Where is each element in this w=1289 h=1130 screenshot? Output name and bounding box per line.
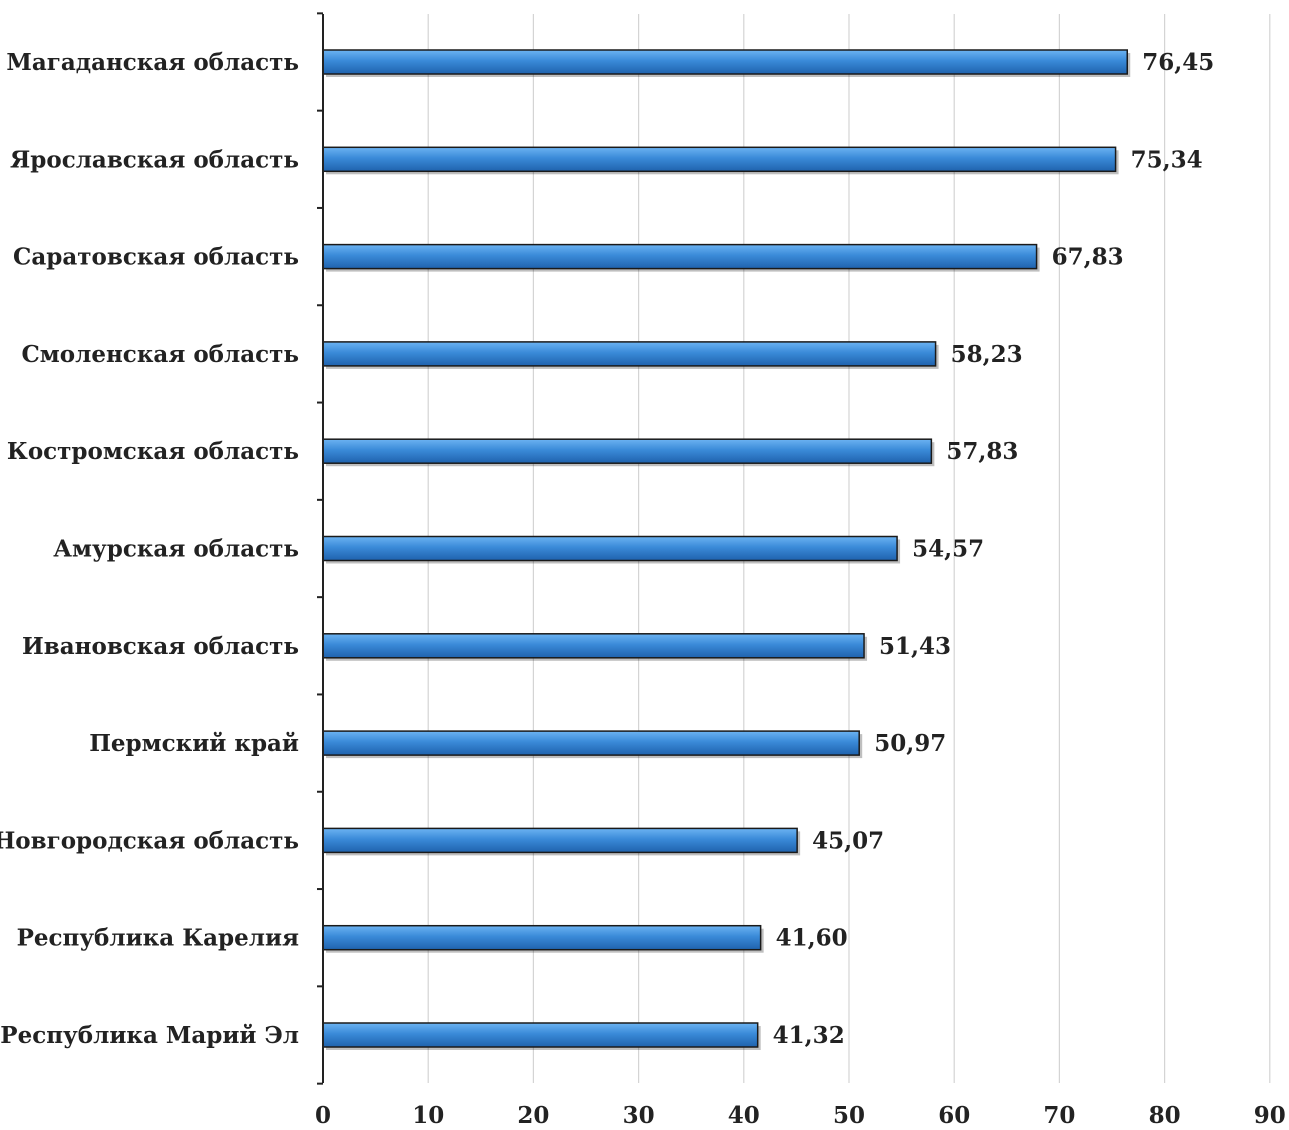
value-label: 76,45 (1142, 49, 1214, 76)
category-label: Республика Марий Эл (0, 1022, 299, 1049)
value-label: 50,97 (874, 730, 946, 757)
bars (322, 49, 1131, 1050)
category-label: Костромская область (7, 438, 299, 465)
value-label: 41,60 (776, 925, 848, 952)
value-label: 58,23 (951, 341, 1023, 368)
bar (322, 438, 933, 464)
category-label: Магаданская область (6, 49, 299, 76)
bar (322, 827, 798, 854)
bar (322, 633, 865, 659)
category-label: Ивановская область (22, 633, 299, 660)
category-label: Новгородская область (0, 827, 299, 854)
bar (322, 535, 898, 562)
value-label: 75,34 (1131, 146, 1203, 173)
axes (317, 12, 324, 1085)
bar (322, 730, 860, 756)
x-tick-label: 40 (728, 1102, 760, 1129)
category-label: Амурская область (53, 536, 299, 563)
bar (322, 924, 762, 951)
x-tick-label: 60 (938, 1102, 970, 1129)
bar (322, 341, 937, 367)
bar (322, 49, 1129, 75)
bar (322, 1022, 759, 1048)
x-tick-label: 80 (1149, 1102, 1181, 1129)
value-label: 41,32 (773, 1022, 845, 1049)
category-label: Республика Карелия (17, 925, 299, 952)
bar (322, 146, 1117, 173)
category-label: Смоленская область (22, 341, 300, 368)
value-label: 51,43 (879, 633, 951, 660)
x-tick-label: 90 (1254, 1102, 1286, 1129)
category-label: Ярославская область (10, 146, 299, 173)
value-label: 67,83 (1052, 244, 1124, 271)
x-tick-label: 0 (315, 1102, 331, 1129)
x-tick-label: 70 (1043, 1102, 1075, 1129)
labels: Магаданская область 76,45 Ярославская обла… (0, 49, 1286, 1129)
x-tick-label: 50 (833, 1102, 865, 1129)
category-label: Саратовская область (13, 244, 299, 271)
value-label: 54,57 (912, 536, 984, 563)
x-tick-label: 20 (517, 1102, 549, 1129)
x-tick-label: 10 (412, 1102, 444, 1129)
value-label: 45,07 (812, 827, 884, 854)
x-tick-label: 30 (623, 1102, 655, 1129)
bar (322, 243, 1038, 270)
value-label: 57,83 (946, 438, 1018, 465)
category-label: Пермский край (89, 730, 299, 757)
